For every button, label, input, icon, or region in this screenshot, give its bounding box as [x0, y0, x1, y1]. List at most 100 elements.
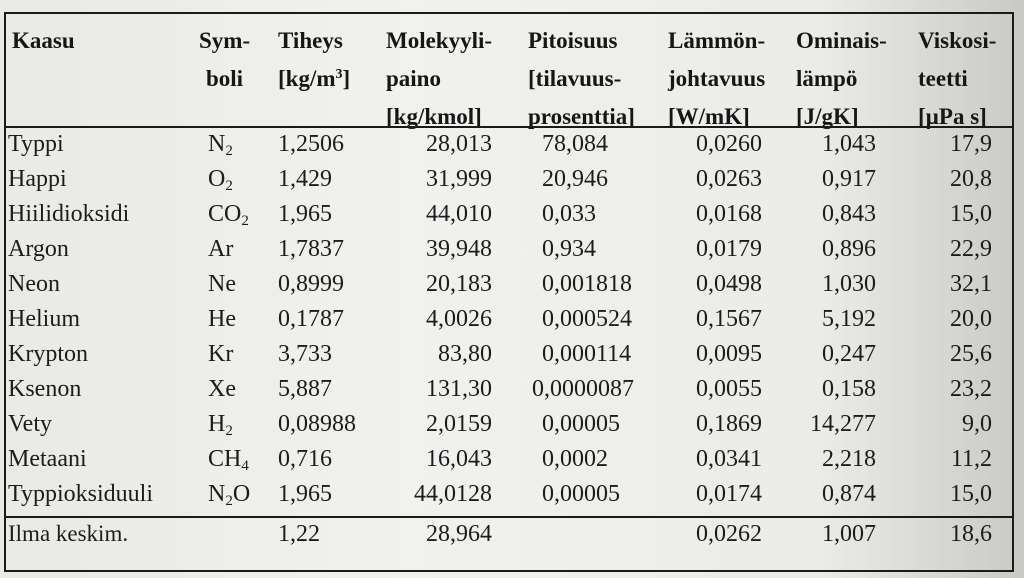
row-ominaislampo: 2,218 — [822, 446, 876, 472]
row-tiheys: 1,7837 — [278, 236, 344, 262]
row-symbol-sub: 2 — [241, 213, 249, 229]
footer-viskositeetti: 18,6 — [950, 521, 992, 547]
row-symbol-base: O — [208, 166, 226, 192]
header-lammonjohtavuus: Lämmön- johtavuus [W/mK] — [668, 22, 765, 136]
row-viskositeetti: 20,0 — [950, 306, 992, 332]
row-name: Happi — [8, 166, 67, 192]
row-pitoisuus: 0,033 — [542, 201, 596, 227]
row-tiheys: 1,965 — [278, 481, 332, 507]
header-tiheys-exp: 3 — [335, 67, 343, 82]
row-name: Ksenon — [8, 376, 82, 402]
table-row: Ksenon Xe 5,887 131,30 0,0000087 0,0055 0,158 2… — [0, 373, 1024, 407]
row-tiheys: 0,716 — [278, 446, 332, 472]
row-symbol: CH4 — [208, 446, 249, 474]
row-symbol: Ar — [208, 237, 233, 261]
row-lammonjohtavuus: 0,0055 — [696, 376, 762, 402]
row-name: Argon — [8, 236, 69, 262]
row-symbol-base: Ar — [208, 236, 234, 262]
row-ominaislampo: 0,874 — [822, 481, 876, 507]
row-tiheys: 0,08988 — [278, 411, 356, 437]
row-pitoisuus: 0,0002 — [542, 446, 608, 472]
row-symbol: N2 — [208, 131, 233, 159]
row-symbol-base: CH — [208, 446, 242, 472]
header-pitoisuus-line3: prosenttia] — [528, 104, 635, 129]
header-ominaislampo-line2: lämpö — [796, 66, 858, 91]
row-lammonjohtavuus: 0,0498 — [696, 271, 762, 297]
row-symbol: Xe — [208, 377, 236, 401]
row-symbol-base: He — [208, 306, 236, 332]
row-pitoisuus: 0,00005 — [542, 481, 620, 507]
row-name: Metaani — [8, 446, 87, 472]
header-molekyylipaino: Molekyyli- paino [kg/kmol] — [386, 22, 492, 136]
row-molekyylipaino: 4,0026 — [426, 306, 492, 332]
row-tiheys: 1,429 — [278, 166, 332, 192]
table-row: Vety H2 0,08988 2,0159 0,00005 0,1869 14,277 9,… — [0, 408, 1024, 442]
row-name: Krypton — [8, 341, 88, 367]
row-lammonjohtavuus: 0,0260 — [696, 131, 762, 157]
row-lammonjohtavuus: 0,0179 — [696, 236, 762, 262]
footer-lammonjohtavuus: 0,0262 — [696, 521, 762, 547]
row-name: Helium — [8, 306, 80, 332]
row-symbol-base: CO — [208, 201, 242, 227]
table-row: Helium He 0,1787 4,0026 0,000524 0,1567 5,192 2… — [0, 303, 1024, 337]
table-frame — [4, 12, 1014, 572]
row-name: Typpioksiduuli — [8, 481, 153, 507]
row-molekyylipaino: 44,010 — [426, 201, 492, 227]
row-symbol: He — [208, 307, 236, 331]
row-molekyylipaino: 28,013 — [426, 131, 492, 157]
header-viskositeetti-line1: Viskosi- — [918, 28, 997, 53]
header-symboli-line2: boli — [206, 66, 244, 91]
row-name: Typpi — [8, 131, 64, 157]
table-row: Krypton Kr 3,733 83,80 0,000114 0,0095 0,247 25… — [0, 338, 1024, 372]
header-viskositeetti-line2: teetti — [918, 66, 968, 91]
row-symbol-sub: 2 — [225, 493, 233, 509]
row-viskositeetti: 32,1 — [950, 271, 992, 297]
table-row: Typpioksiduuli N2O 1,965 44,0128 0,00005 0,01… — [0, 478, 1024, 512]
row-ominaislampo: 1,030 — [822, 271, 876, 297]
row-symbol-base: N — [208, 131, 226, 157]
row-ominaislampo: 5,192 — [822, 306, 876, 332]
row-symbol-base: Kr — [208, 341, 234, 367]
header-tiheys-line1: Tiheys — [278, 28, 343, 53]
row-tiheys: 0,8999 — [278, 271, 344, 297]
row-symbol: CO2 — [208, 201, 249, 229]
row-lammonjohtavuus: 0,0263 — [696, 166, 762, 192]
footer-ominaislampo: 1,007 — [822, 521, 876, 547]
header-pitoisuus-line2: [tilavuus- — [528, 66, 622, 91]
row-symbol: Kr — [208, 342, 233, 366]
row-symbol: O2 — [208, 166, 233, 194]
row-molekyylipaino: 131,30 — [426, 376, 492, 402]
row-viskositeetti: 17,9 — [950, 131, 992, 157]
table-row: Typpi N2 1,2506 28,013 78,084 0,0260 1,043 17,9 — [0, 128, 1024, 162]
row-pitoisuus: 0,000114 — [542, 341, 632, 367]
footer-name: Ilma keskim. — [8, 521, 129, 546]
row-viskositeetti: 23,2 — [950, 376, 992, 402]
row-molekyylipaino: 16,043 — [426, 446, 492, 472]
header-lammonjohtavuus-line2: johtavuus — [668, 66, 766, 91]
row-pitoisuus: 0,0000087 — [532, 376, 634, 402]
table-row: Hiilidioksidi CO2 1,965 44,010 0,033 0,0168 0,… — [0, 198, 1024, 232]
row-name: Hiilidioksidi — [8, 201, 130, 227]
table-row: Happi O2 1,429 31,999 20,946 0,0263 0,917 20,8 — [0, 163, 1024, 197]
row-lammonjohtavuus: 0,0341 — [696, 446, 762, 472]
table-row: Metaani CH4 0,716 16,043 0,0002 0,0341 2,218 11… — [0, 443, 1024, 477]
row-molekyylipaino: 20,183 — [426, 271, 492, 297]
header-molekyylipaino-line2: paino — [386, 66, 441, 91]
row-viskositeetti: 22,9 — [950, 236, 992, 262]
header-separator — [4, 126, 1014, 128]
row-symbol-sub: 2 — [225, 178, 233, 194]
row-lammonjohtavuus: 0,1869 — [696, 411, 762, 437]
row-lammonjohtavuus: 0,0095 — [696, 341, 762, 367]
header-ominaislampo-line3: [J/gK] — [796, 104, 859, 129]
row-lammonjohtavuus: 0,1567 — [696, 306, 762, 332]
row-molekyylipaino: 83,80 — [438, 341, 492, 367]
row-ominaislampo: 0,843 — [822, 201, 876, 227]
header-symboli: Sym- boli — [199, 22, 250, 98]
row-viskositeetti: 15,0 — [950, 481, 992, 507]
header-ominaislampo: Ominais- lämpö [J/gK] — [796, 22, 887, 136]
row-tiheys: 0,1787 — [278, 306, 344, 332]
header-tiheys-close: ] — [342, 66, 351, 91]
footer-molekyylipaino: 28,964 — [426, 521, 492, 547]
header-lammonjohtavuus-line3: [W/mK] — [668, 104, 750, 129]
row-symbol-sub: 2 — [225, 423, 233, 439]
